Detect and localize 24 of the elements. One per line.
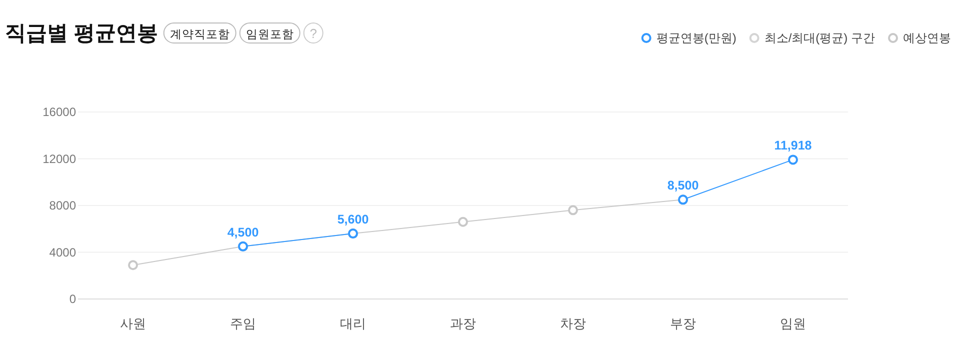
point [788, 154, 798, 165]
y-tick-label: 12000 [42, 152, 76, 166]
y-tick-label: 0 [69, 292, 76, 306]
point [128, 260, 138, 270]
x-tick-label: 주임 [230, 316, 256, 331]
title: 직급별 평균연봉 [5, 22, 158, 45]
y-tick-label: 8000 [49, 198, 76, 212]
legend-label: 평균연봉(만원) [656, 31, 736, 45]
y-tick-label: 4000 [49, 245, 76, 260]
x-tick-label: 과장 [450, 316, 476, 331]
x-tick-label: 차장 [560, 316, 586, 331]
point [568, 205, 578, 216]
x-tick-label: 대리 [340, 316, 366, 331]
data-label: 8,500 [667, 178, 699, 193]
data-label: 11,918 [774, 138, 812, 153]
x-tick-label: 사원 [120, 316, 146, 331]
x-tick-label: 임원 [780, 316, 806, 331]
legend-label: 최소/최대(평균) 구간 [764, 31, 875, 45]
data-label: 5,600 [337, 212, 369, 227]
data-label: 4,500 [227, 225, 259, 240]
point [458, 216, 468, 227]
y-tick-label: 16000 [42, 105, 76, 119]
x-tick-label: 부장 [670, 316, 696, 331]
legend-label: 예상연봉 [903, 31, 951, 45]
